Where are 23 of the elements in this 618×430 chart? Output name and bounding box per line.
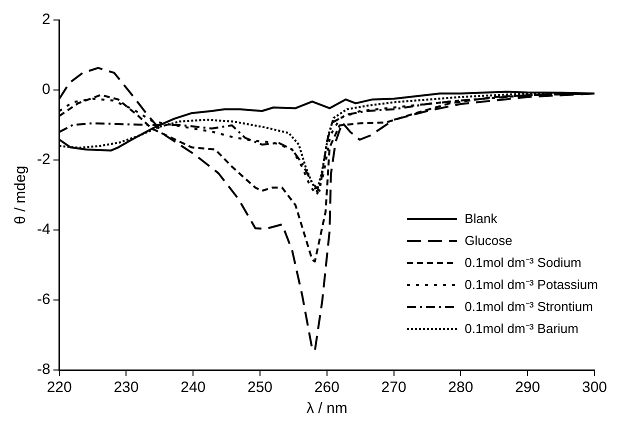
legend-label: 0.1mol dm⁻³ Sodium: [464, 254, 582, 272]
legend-label: Blank: [464, 210, 498, 228]
y-axis-title: θ / mdeg: [12, 166, 30, 224]
y-tick-label: 0: [42, 81, 50, 98]
x-axis-title: λ / nm: [306, 400, 348, 418]
x-tick-label: 250: [248, 379, 273, 396]
legend-label: 0.1mol dm⁻³ Strontium: [464, 298, 593, 316]
x-tick-label: 290: [515, 379, 540, 396]
x-tick-label: 300: [582, 379, 607, 396]
x-tick-label: 230: [114, 379, 139, 396]
y-tick-label: -6: [36, 291, 50, 308]
x-tick-label: 220: [46, 379, 72, 396]
x-tick-label: 260: [314, 379, 340, 396]
y-tick-label: -8: [36, 361, 50, 378]
y-tick-label: -4: [36, 221, 50, 238]
x-tick-label: 240: [180, 379, 206, 396]
legend-label: Glucose: [464, 232, 512, 250]
x-tick-label: 270: [381, 379, 406, 396]
x-tick-label: 280: [448, 379, 474, 396]
legend-label: 0.1mol dm⁻³ Barium: [464, 320, 578, 338]
y-tick-label: 2: [42, 11, 50, 28]
legend-label: 0.1mol dm⁻³ Potassium: [464, 276, 598, 294]
y-tick-label: -2: [36, 151, 50, 168]
